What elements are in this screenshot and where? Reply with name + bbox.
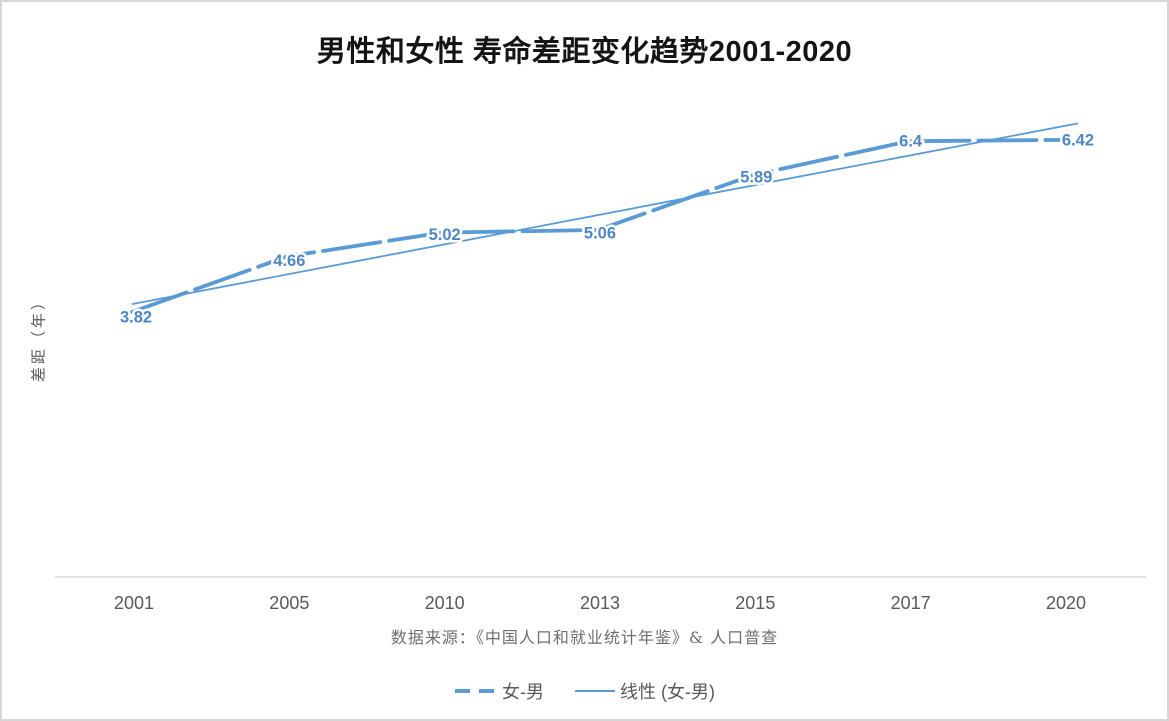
dashed-line-swatch-icon	[455, 689, 497, 693]
legend-label: 女-男	[502, 682, 544, 702]
x-tick-label: 2017	[890, 593, 931, 613]
data-label: 6.42	[1062, 131, 1094, 149]
legend-item-trendline[interactable]: 线性 (女-男)	[574, 678, 715, 704]
data-label: 3.82	[120, 309, 152, 327]
y-axis-title: 差距（年）	[30, 291, 48, 383]
main-series-line[interactable]	[130, 137, 1066, 314]
data-label: 5.89	[740, 168, 772, 186]
legend: 女-男 线性 (女-男)	[2, 678, 1167, 704]
data-label: 6.4	[899, 133, 923, 151]
data-label: 4.66	[273, 252, 305, 270]
x-tick-label: 2001	[113, 593, 155, 613]
x-tick-label: 2020	[1045, 593, 1086, 613]
legend-label: 线性 (女-男)	[620, 682, 715, 702]
x-tick-label: 2005	[269, 593, 310, 613]
data-label: 5.06	[584, 224, 616, 242]
solid-line-swatch-icon	[575, 690, 615, 692]
source-note: 数据来源：《中国人口和就业统计年鉴》& 人口普查	[390, 628, 779, 647]
chart-title: 男性和女性 寿命差距变化趋势2001-2020	[316, 36, 853, 68]
x-tick-label: 2015	[735, 593, 776, 613]
trendline-series[interactable]	[131, 122, 1079, 305]
data-label: 5.02	[429, 226, 461, 244]
x-tick-label: 2013	[579, 593, 621, 613]
legend-item-series[interactable]: 女-男	[454, 678, 544, 704]
x-tick-label: 2010	[424, 593, 465, 613]
data-labels-group: 3.82 4.66 5.02 5.06 5.89 6.4 6.42	[117, 129, 1096, 329]
